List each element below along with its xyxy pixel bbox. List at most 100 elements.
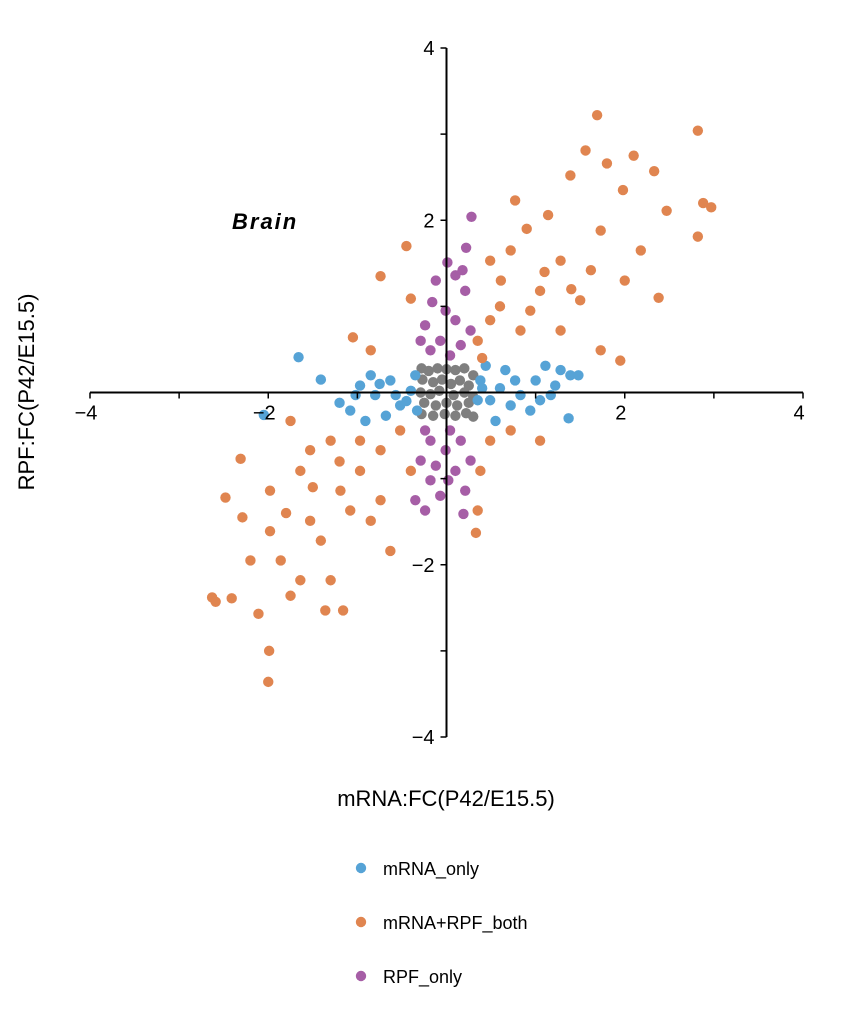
point-mrna-rpf-both	[521, 223, 532, 235]
point-mrna-only	[411, 405, 423, 416]
point-unclassified	[423, 365, 434, 377]
point-mrna-rpf-both	[706, 202, 717, 213]
point-mrna-rpf-both	[315, 535, 327, 546]
point-unclassified	[468, 370, 479, 381]
point-mrna-only	[573, 370, 584, 381]
point-unclassified	[450, 410, 461, 421]
point-mrna-only	[334, 397, 345, 409]
point-mrna-rpf-both	[509, 195, 521, 206]
point-rpf-only	[419, 425, 431, 436]
point-mrna-rpf-both	[628, 150, 639, 161]
point-mrna-rpf-both	[484, 255, 496, 266]
point-mrna-only	[500, 364, 511, 376]
x-axis-label: mRNA:FC(P42/E15.5)	[337, 786, 555, 811]
point-rpf-only	[430, 460, 442, 471]
point-mrna-only	[315, 374, 327, 385]
point-mrna-rpf-both	[285, 590, 296, 601]
point-mrna-only	[380, 410, 392, 421]
point-mrna-only	[565, 370, 576, 381]
point-mrna-rpf-both	[285, 415, 296, 427]
y-axis-label: RPF:FC(P42/E15.5)	[14, 294, 39, 491]
point-mrna-rpf-both	[320, 605, 331, 616]
point-mrna-rpf-both	[263, 645, 275, 657]
point-mrna-rpf-both	[635, 245, 646, 256]
point-mrna-only	[515, 389, 526, 401]
point-rpf-only	[458, 508, 469, 520]
point-mrna-only	[540, 360, 551, 372]
legend-label: RPF_only	[383, 967, 462, 988]
point-mrna-rpf-both	[226, 593, 237, 604]
point-rpf-only	[415, 455, 426, 466]
point-mrna-only	[345, 405, 356, 416]
point-mrna-rpf-both	[495, 275, 507, 286]
point-mrna-rpf-both	[345, 505, 356, 516]
point-rpf-only	[430, 275, 442, 286]
point-mrna-only	[509, 375, 521, 386]
point-mrna-rpf-both	[325, 575, 336, 586]
point-unclassified	[432, 363, 443, 374]
point-mrna-rpf-both	[534, 435, 546, 446]
point-mrna-rpf-both	[365, 515, 376, 527]
point-mrna-rpf-both	[295, 465, 306, 477]
point-mrna-only	[545, 389, 556, 401]
point-mrna-rpf-both	[653, 292, 664, 303]
legend-label: mRNA_only	[383, 859, 479, 880]
point-mrna-rpf-both	[337, 605, 349, 616]
y-tick-label: −2	[412, 555, 435, 577]
point-mrna-rpf-both	[375, 271, 386, 282]
y-tick-label: 4	[423, 38, 434, 60]
point-mrna-rpf-both	[615, 355, 626, 366]
point-mrna-rpf-both	[505, 245, 516, 256]
point-mrna-rpf-both	[307, 482, 319, 493]
point-mrna-rpf-both	[648, 165, 660, 177]
point-mrna-only	[475, 375, 486, 386]
point-mrna-rpf-both	[354, 435, 366, 446]
point-mrna-only	[370, 389, 381, 401]
point-mrna-only	[530, 375, 541, 386]
point-mrna-rpf-both	[253, 608, 264, 620]
point-rpf-only	[455, 435, 466, 446]
point-mrna-rpf-both	[304, 515, 316, 527]
point-mrna-rpf-both	[275, 555, 286, 566]
point-mrna-rpf-both	[697, 197, 709, 209]
point-unclassified	[448, 389, 459, 401]
point-mrna-only	[476, 382, 488, 394]
point-rpf-only	[425, 345, 436, 356]
point-rpf-only	[460, 242, 472, 254]
point-mrna-rpf-both	[601, 158, 613, 169]
point-mrna-rpf-both	[375, 445, 386, 456]
point-mrna-rpf-both	[245, 555, 256, 566]
point-unclassified	[463, 397, 474, 409]
point-unclassified	[434, 385, 445, 396]
point-mrna-rpf-both	[470, 527, 482, 539]
point-mrna-rpf-both	[237, 512, 248, 523]
point-unclassified	[439, 408, 450, 420]
point-rpf-only	[457, 265, 468, 276]
x-tick-label: −2	[253, 403, 276, 425]
point-unclassified	[419, 397, 430, 409]
point-mrna-rpf-both	[472, 505, 483, 516]
point-mrna-only	[494, 382, 506, 394]
panel-annotation: Brain	[232, 209, 298, 234]
point-rpf-only	[410, 494, 421, 506]
point-unclassified	[459, 363, 470, 374]
point-mrna-rpf-both	[334, 456, 345, 467]
point-mrna-rpf-both	[220, 492, 231, 503]
point-mrna-rpf-both	[494, 301, 506, 312]
x-tick-label: 2	[615, 403, 626, 425]
point-mrna-rpf-both	[235, 453, 246, 465]
point-mrna-only	[563, 413, 574, 424]
point-mrna-only	[484, 395, 496, 406]
point-unclassified	[425, 389, 436, 400]
point-mrna-rpf-both	[580, 145, 591, 156]
point-unclassified	[430, 400, 442, 411]
point-mrna-rpf-both	[692, 125, 704, 136]
point-mrna-rpf-both	[539, 266, 550, 278]
point-mrna-rpf-both	[585, 265, 597, 276]
point-rpf-only	[435, 335, 446, 347]
points-layer	[206, 109, 717, 688]
point-mrna-rpf-both	[692, 231, 704, 242]
point-mrna-only	[365, 370, 376, 381]
point-mrna-rpf-both	[555, 325, 566, 336]
